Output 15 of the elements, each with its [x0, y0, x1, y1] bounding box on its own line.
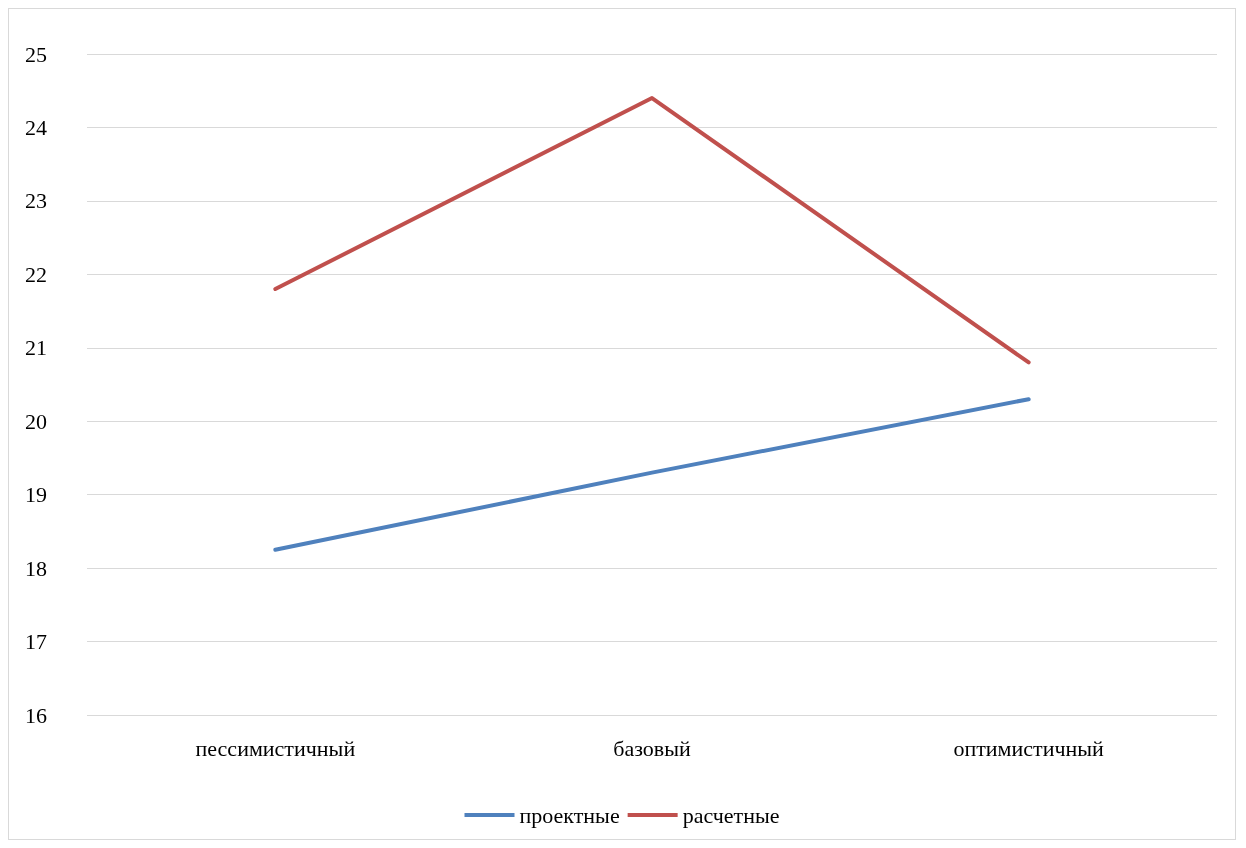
y-tick-label: 20	[25, 408, 47, 434]
x-tick-label: базовый	[613, 735, 691, 761]
legend-label: расчетные	[682, 802, 780, 828]
legend-label: проектные	[519, 802, 620, 828]
y-tick-label: 21	[25, 335, 47, 361]
y-tick-label: 17	[25, 629, 47, 655]
y-tick-label: 19	[25, 482, 47, 508]
y-tick-label: 18	[25, 555, 47, 581]
y-tick-label: 23	[25, 188, 47, 214]
y-tick-label: 24	[25, 114, 47, 140]
y-tick-label: 16	[25, 702, 47, 728]
x-tick-label: пессимистичный	[195, 735, 356, 761]
y-tick-label: 25	[25, 41, 47, 67]
x-tick-label: оптимистичный	[953, 735, 1105, 761]
y-tick-label: 22	[25, 261, 47, 287]
